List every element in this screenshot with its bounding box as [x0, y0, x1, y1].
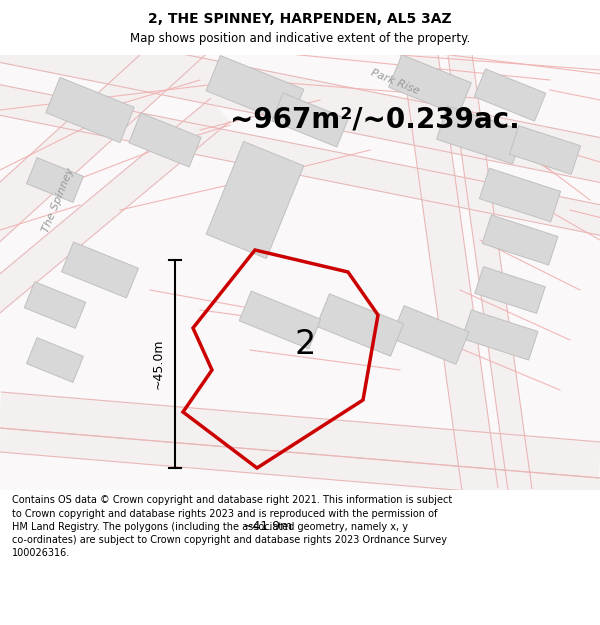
Polygon shape: [206, 56, 304, 124]
Polygon shape: [0, 8, 600, 202]
Polygon shape: [46, 78, 134, 142]
Polygon shape: [239, 291, 321, 349]
Text: ~967m²/~0.239ac.: ~967m²/~0.239ac.: [230, 106, 520, 134]
Text: 2: 2: [295, 329, 316, 361]
Polygon shape: [24, 282, 86, 328]
Polygon shape: [391, 306, 469, 364]
Polygon shape: [402, 52, 498, 493]
Text: The Spinney: The Spinney: [40, 166, 76, 234]
Polygon shape: [0, 392, 600, 478]
Polygon shape: [482, 215, 558, 265]
Polygon shape: [26, 338, 83, 382]
Text: Park Rise: Park Rise: [369, 68, 421, 96]
Polygon shape: [389, 55, 472, 115]
Polygon shape: [62, 242, 139, 298]
Text: Contains OS data © Crown copyright and database right 2021. This information is : Contains OS data © Crown copyright and d…: [12, 496, 452, 558]
Polygon shape: [316, 294, 404, 356]
Polygon shape: [272, 93, 348, 147]
Polygon shape: [475, 267, 545, 313]
Polygon shape: [474, 69, 546, 121]
Polygon shape: [0, 14, 215, 246]
Polygon shape: [206, 141, 304, 259]
Polygon shape: [129, 113, 201, 167]
Polygon shape: [437, 106, 523, 164]
Polygon shape: [448, 53, 532, 492]
Text: ~41.9m: ~41.9m: [242, 520, 293, 533]
Polygon shape: [0, 55, 600, 490]
Text: 2, THE SPINNEY, HARPENDEN, AL5 3AZ: 2, THE SPINNEY, HARPENDEN, AL5 3AZ: [148, 12, 452, 26]
Polygon shape: [0, 99, 230, 321]
Text: Map shows position and indicative extent of the property.: Map shows position and indicative extent…: [130, 32, 470, 45]
Polygon shape: [0, 75, 600, 255]
Polygon shape: [509, 126, 581, 174]
Polygon shape: [26, 158, 83, 202]
Polygon shape: [462, 310, 538, 360]
Polygon shape: [479, 168, 560, 222]
Polygon shape: [0, 428, 600, 502]
Text: ~45.0m: ~45.0m: [152, 339, 165, 389]
